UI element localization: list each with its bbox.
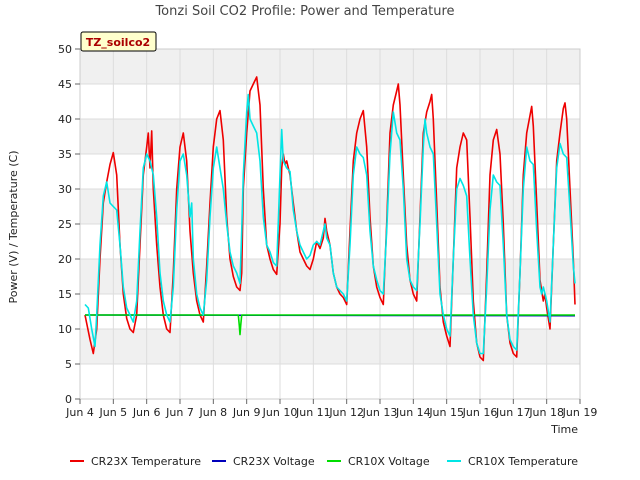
x-tick-label: Jun 13 [362, 406, 398, 419]
plot-band [80, 49, 580, 84]
legend-label: CR23X Voltage [233, 455, 315, 468]
y-axis-label: Power (V) / Temperature (C) [7, 150, 20, 303]
y-tick-label: 15 [58, 288, 72, 301]
plot-band [80, 259, 580, 294]
station-tag: TZ_soilco2 [80, 31, 157, 52]
y-tick-label: 0 [65, 393, 72, 406]
x-axis-label: Time [550, 423, 578, 436]
plot-band [80, 84, 580, 119]
x-tick-label: Jun 6 [132, 406, 161, 419]
plot-band [80, 189, 580, 224]
y-tick-label: 35 [58, 148, 72, 161]
x-tick-label: Jun 8 [198, 406, 227, 419]
legend: CR23X Temperature CR23X Voltage CR10X Volt… [70, 455, 578, 468]
y-tick-label: 25 [58, 218, 72, 231]
x-tick-label: Jun 18 [528, 406, 564, 419]
x-tick-label: Jun 10 [262, 406, 298, 419]
x-tick-label: Jun 12 [328, 406, 364, 419]
plot-band [80, 119, 580, 154]
y-tick-label: 40 [58, 113, 72, 126]
chart-title: Tonzi Soil CO2 Profile: Power and Temper… [154, 4, 454, 19]
x-tick-label: Jun 19 [562, 406, 598, 419]
y-tick-label: 20 [58, 253, 72, 266]
x-axis: Jun 4 Jun 5 Jun 6 Jun 7 Jun 8 Jun 9 Jun 10Jun … [65, 399, 597, 419]
plot-band [80, 329, 580, 364]
plot-band [80, 154, 580, 189]
x-tick-label: Jun 17 [495, 406, 531, 419]
x-tick-label: Jun 11 [295, 406, 331, 419]
plot-band [80, 364, 580, 399]
y-tick-label: 30 [58, 183, 72, 196]
y-tick-label: 45 [58, 78, 72, 91]
x-tick-label: Jun 5 [98, 406, 127, 419]
x-tick-label: Jun 14 [395, 406, 431, 419]
plot-band [80, 294, 580, 329]
x-tick-label: Jun 9 [232, 406, 261, 419]
y-tick-label: 5 [65, 358, 72, 371]
y-axis: 0 5 10 15 20 25 30 35 40 45 50 [58, 43, 80, 406]
plot-bands [80, 49, 580, 399]
x-tick-label: Jun 15 [428, 406, 464, 419]
plot-band [80, 224, 580, 259]
legend-label: CR10X Voltage [348, 455, 430, 468]
legend-label: CR23X Temperature [91, 455, 201, 468]
series-line-cr10x-temperature [84, 93, 576, 355]
station-tag-label: TZ_soilco2 [86, 36, 150, 49]
legend-label: CR10X Temperature [468, 455, 578, 468]
y-tick-label: 50 [58, 43, 72, 56]
x-tick-label: Jun 7 [165, 406, 194, 419]
series-line-cr10x-voltage [85, 314, 575, 336]
x-tick-label: Jun 16 [462, 406, 498, 419]
y-tick-label: 10 [58, 323, 72, 336]
x-tick-label: Jun 4 [65, 406, 94, 419]
series-lines [84, 76, 576, 362]
